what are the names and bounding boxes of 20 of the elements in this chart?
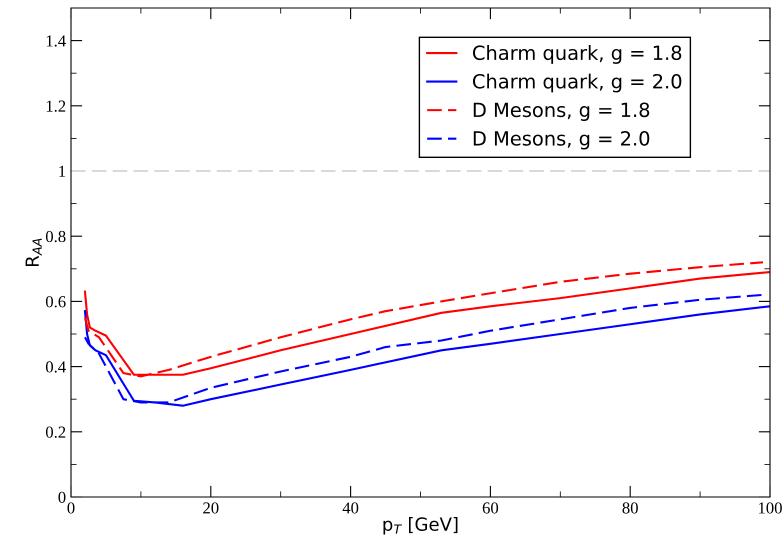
x-tick-label: 40 (342, 502, 358, 514)
y-tick-label: 0.4 (46, 361, 66, 373)
y-tick-label: 0 (58, 492, 66, 503)
legend-label: D Mesons, g = 1.8 (474, 102, 650, 121)
x-tick-label: 0 (67, 502, 75, 514)
y-tick-label: 1.2 (46, 100, 66, 112)
y-tick-label: 0.2 (46, 426, 66, 438)
legend-label: Charm quark, g = 1.8 (472, 45, 682, 64)
y-axis-title: R$_{AA}$ (26, 238, 42, 266)
y-tick-label: 1 (59, 166, 66, 177)
x-tick-label: 20 (203, 502, 218, 514)
x-tick-label: 80 (622, 502, 638, 514)
y-tick-label: 1.4 (46, 35, 66, 47)
y-tick-label: 0.8 (46, 230, 66, 242)
x-tick-label: 100 (758, 502, 782, 514)
x-axis-title: p$_{T}$ [GeV] (384, 516, 458, 534)
y-tick-label: 0.6 (46, 296, 66, 308)
legend-label: D Mesons, g = 2.0 (474, 131, 650, 150)
legend-label: Charm quark, g = 2.0 (472, 74, 682, 92)
x-tick-label: 60 (482, 502, 498, 514)
